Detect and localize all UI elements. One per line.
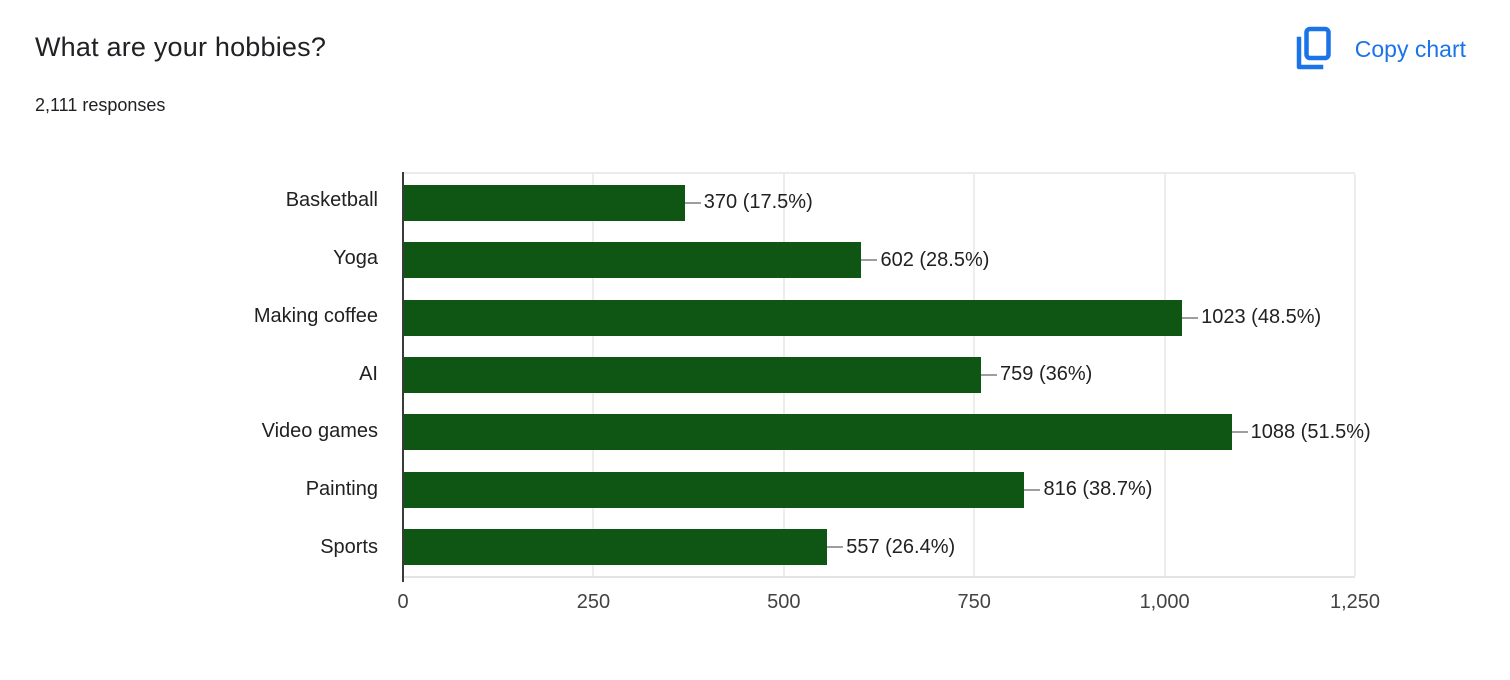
value-label: 1088 (51.5%) bbox=[1250, 420, 1371, 443]
bar-painting bbox=[403, 471, 1025, 508]
value-label: 557 (26.4%) bbox=[846, 535, 956, 558]
copy-icon bbox=[1295, 26, 1331, 72]
x-tick-label: 1,250 bbox=[1329, 591, 1381, 613]
gridline bbox=[1354, 174, 1356, 576]
leader-line bbox=[827, 546, 844, 549]
value-label: 816 (38.7%) bbox=[1043, 478, 1153, 501]
copy-chart-button[interactable]: Copy chart bbox=[1293, 22, 1468, 76]
bar-row: 1088 (51.5%) bbox=[403, 404, 1371, 461]
leader-line bbox=[981, 373, 998, 376]
bar-row: 759 (36%) bbox=[403, 346, 1355, 403]
category-axis: Basketball Yoga Making coffee AI Video games… bbox=[0, 172, 378, 576]
x-tick-label: 1,000 bbox=[1139, 591, 1190, 613]
value-label: 370 (17.5%) bbox=[703, 191, 813, 214]
bar-row: 602 (28.5%) bbox=[403, 231, 1355, 288]
bar-making-coffee bbox=[403, 299, 1183, 336]
bar-sports bbox=[403, 529, 828, 566]
bar-basketball bbox=[403, 184, 685, 221]
leader-line bbox=[1024, 488, 1041, 491]
value-label: 602 (28.5%) bbox=[880, 248, 990, 271]
category-label: Yoga bbox=[333, 247, 378, 270]
response-count: 2,111 responses bbox=[35, 95, 166, 115]
bar-chart-plot-area: 370 (17.5%) 602 (28.5%) 1023 (48.5%) 759 (3… bbox=[402, 172, 1371, 582]
leader-line bbox=[684, 201, 701, 204]
category-label: Video games bbox=[261, 420, 378, 443]
y-axis-line bbox=[402, 172, 404, 582]
category-label: AI bbox=[359, 362, 378, 385]
copy-chart-label: Copy chart bbox=[1354, 35, 1466, 62]
x-tick-label: 500 bbox=[767, 591, 801, 613]
x-axis: 0 250 500 750 1,000 1,250 bbox=[397, 591, 1380, 619]
x-tick-label: 0 bbox=[397, 591, 409, 613]
question-title: What are your hobbies? bbox=[35, 32, 327, 62]
bar-row: 816 (38.7%) bbox=[403, 461, 1355, 518]
bar-row: 557 (26.4%) bbox=[403, 519, 1355, 576]
bar-row: 1023 (48.5%) bbox=[403, 289, 1355, 346]
category-label: Basketball bbox=[285, 189, 378, 212]
x-tick-label: 250 bbox=[576, 591, 611, 613]
bar-video-games bbox=[403, 414, 1232, 451]
leader-line bbox=[861, 259, 878, 262]
bar-yoga bbox=[403, 242, 862, 279]
category-label: Making coffee bbox=[253, 304, 378, 327]
x-tick-label: 750 bbox=[957, 591, 991, 613]
category-label: Sports bbox=[320, 535, 378, 558]
bar-row: 370 (17.5%) bbox=[403, 174, 1355, 231]
leader-line bbox=[1231, 431, 1248, 434]
bar-ai bbox=[403, 356, 982, 393]
leader-line bbox=[1182, 316, 1199, 319]
value-label: 1023 (48.5%) bbox=[1201, 306, 1322, 329]
gridline bbox=[1163, 174, 1166, 576]
category-label: Painting bbox=[305, 477, 378, 500]
value-label: 759 (36%) bbox=[1000, 363, 1093, 386]
